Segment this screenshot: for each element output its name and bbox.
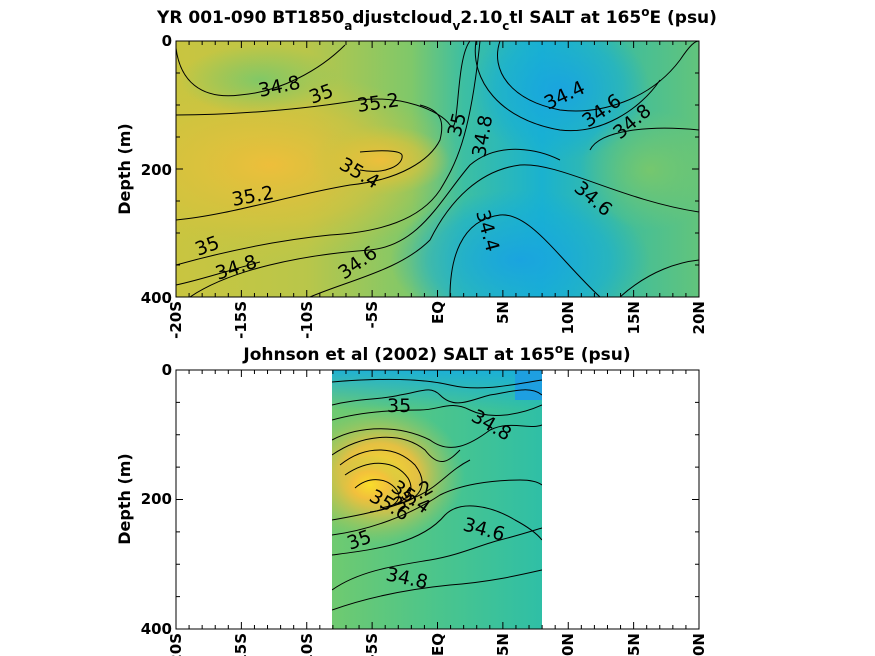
panel-model-salinity: YR 001-090 BT1850adjustcloudv2.10ctl SAL… [115, 5, 717, 339]
panel2-xtick: -20S [167, 633, 185, 656]
panel2-xtick: -15S [232, 633, 250, 656]
panel2-title: Johnson et al (2002) SALT at 165oE (psu) [242, 342, 630, 365]
panel2-ytick: 0 [162, 361, 172, 379]
panel2-xtick: -10S [298, 633, 316, 656]
panel1-ytick: 400 [141, 289, 172, 307]
panel-observed-salinity: Johnson et al (2002) SALT at 165oE (psu) [115, 342, 708, 656]
panel1-xtick: 15N [625, 301, 643, 334]
panel2-minor-ticks [175, 369, 700, 630]
panel2-xtick: 15N [625, 633, 643, 656]
panel1-xtick: -20S [167, 301, 185, 339]
panel2-xtick: 10N [559, 633, 577, 656]
panel1-xtick: 10N [559, 301, 577, 334]
panel2-contours [332, 378, 542, 611]
panel2-xtick: 20N [690, 633, 708, 656]
panel1-xtick: -15S [232, 301, 250, 339]
panel1-xtick: 5N [494, 301, 512, 324]
panel1-xtick: -10S [298, 301, 316, 339]
panel1-colorfield [176, 41, 699, 297]
panel2-contour-label: 35 [387, 395, 411, 417]
panel1-ylabel: Depth (m) [115, 123, 134, 215]
panel1-ytick: 0 [162, 32, 172, 50]
panel1-contours [176, 41, 699, 297]
panel2-ytick: 200 [141, 490, 172, 508]
panel1-title: YR 001-090 BT1850adjustcloudv2.10ctl SAL… [156, 5, 717, 33]
panel2-ytick: 400 [141, 620, 172, 638]
panel1-xtick: EQ [429, 301, 447, 324]
panel1-xtick: 20N [690, 301, 708, 334]
panel2-xtick: EQ [429, 633, 447, 656]
panel2-xtick: 5N [494, 633, 512, 656]
panel2-xticks: -20S -15S -10S -5S EQ 5N 10N 15N 20N [167, 633, 708, 656]
panel1-minor-ticks [175, 40, 700, 298]
panel1-ytick: 200 [141, 161, 172, 179]
panel2-xtick: -5S [363, 633, 381, 656]
panel1-xtick: -5S [363, 301, 381, 328]
panel2-ylabel: Depth (m) [115, 453, 134, 545]
panel1-xticks: -20S -15S -10S -5S EQ 5N 10N 15N 20N [167, 301, 708, 339]
